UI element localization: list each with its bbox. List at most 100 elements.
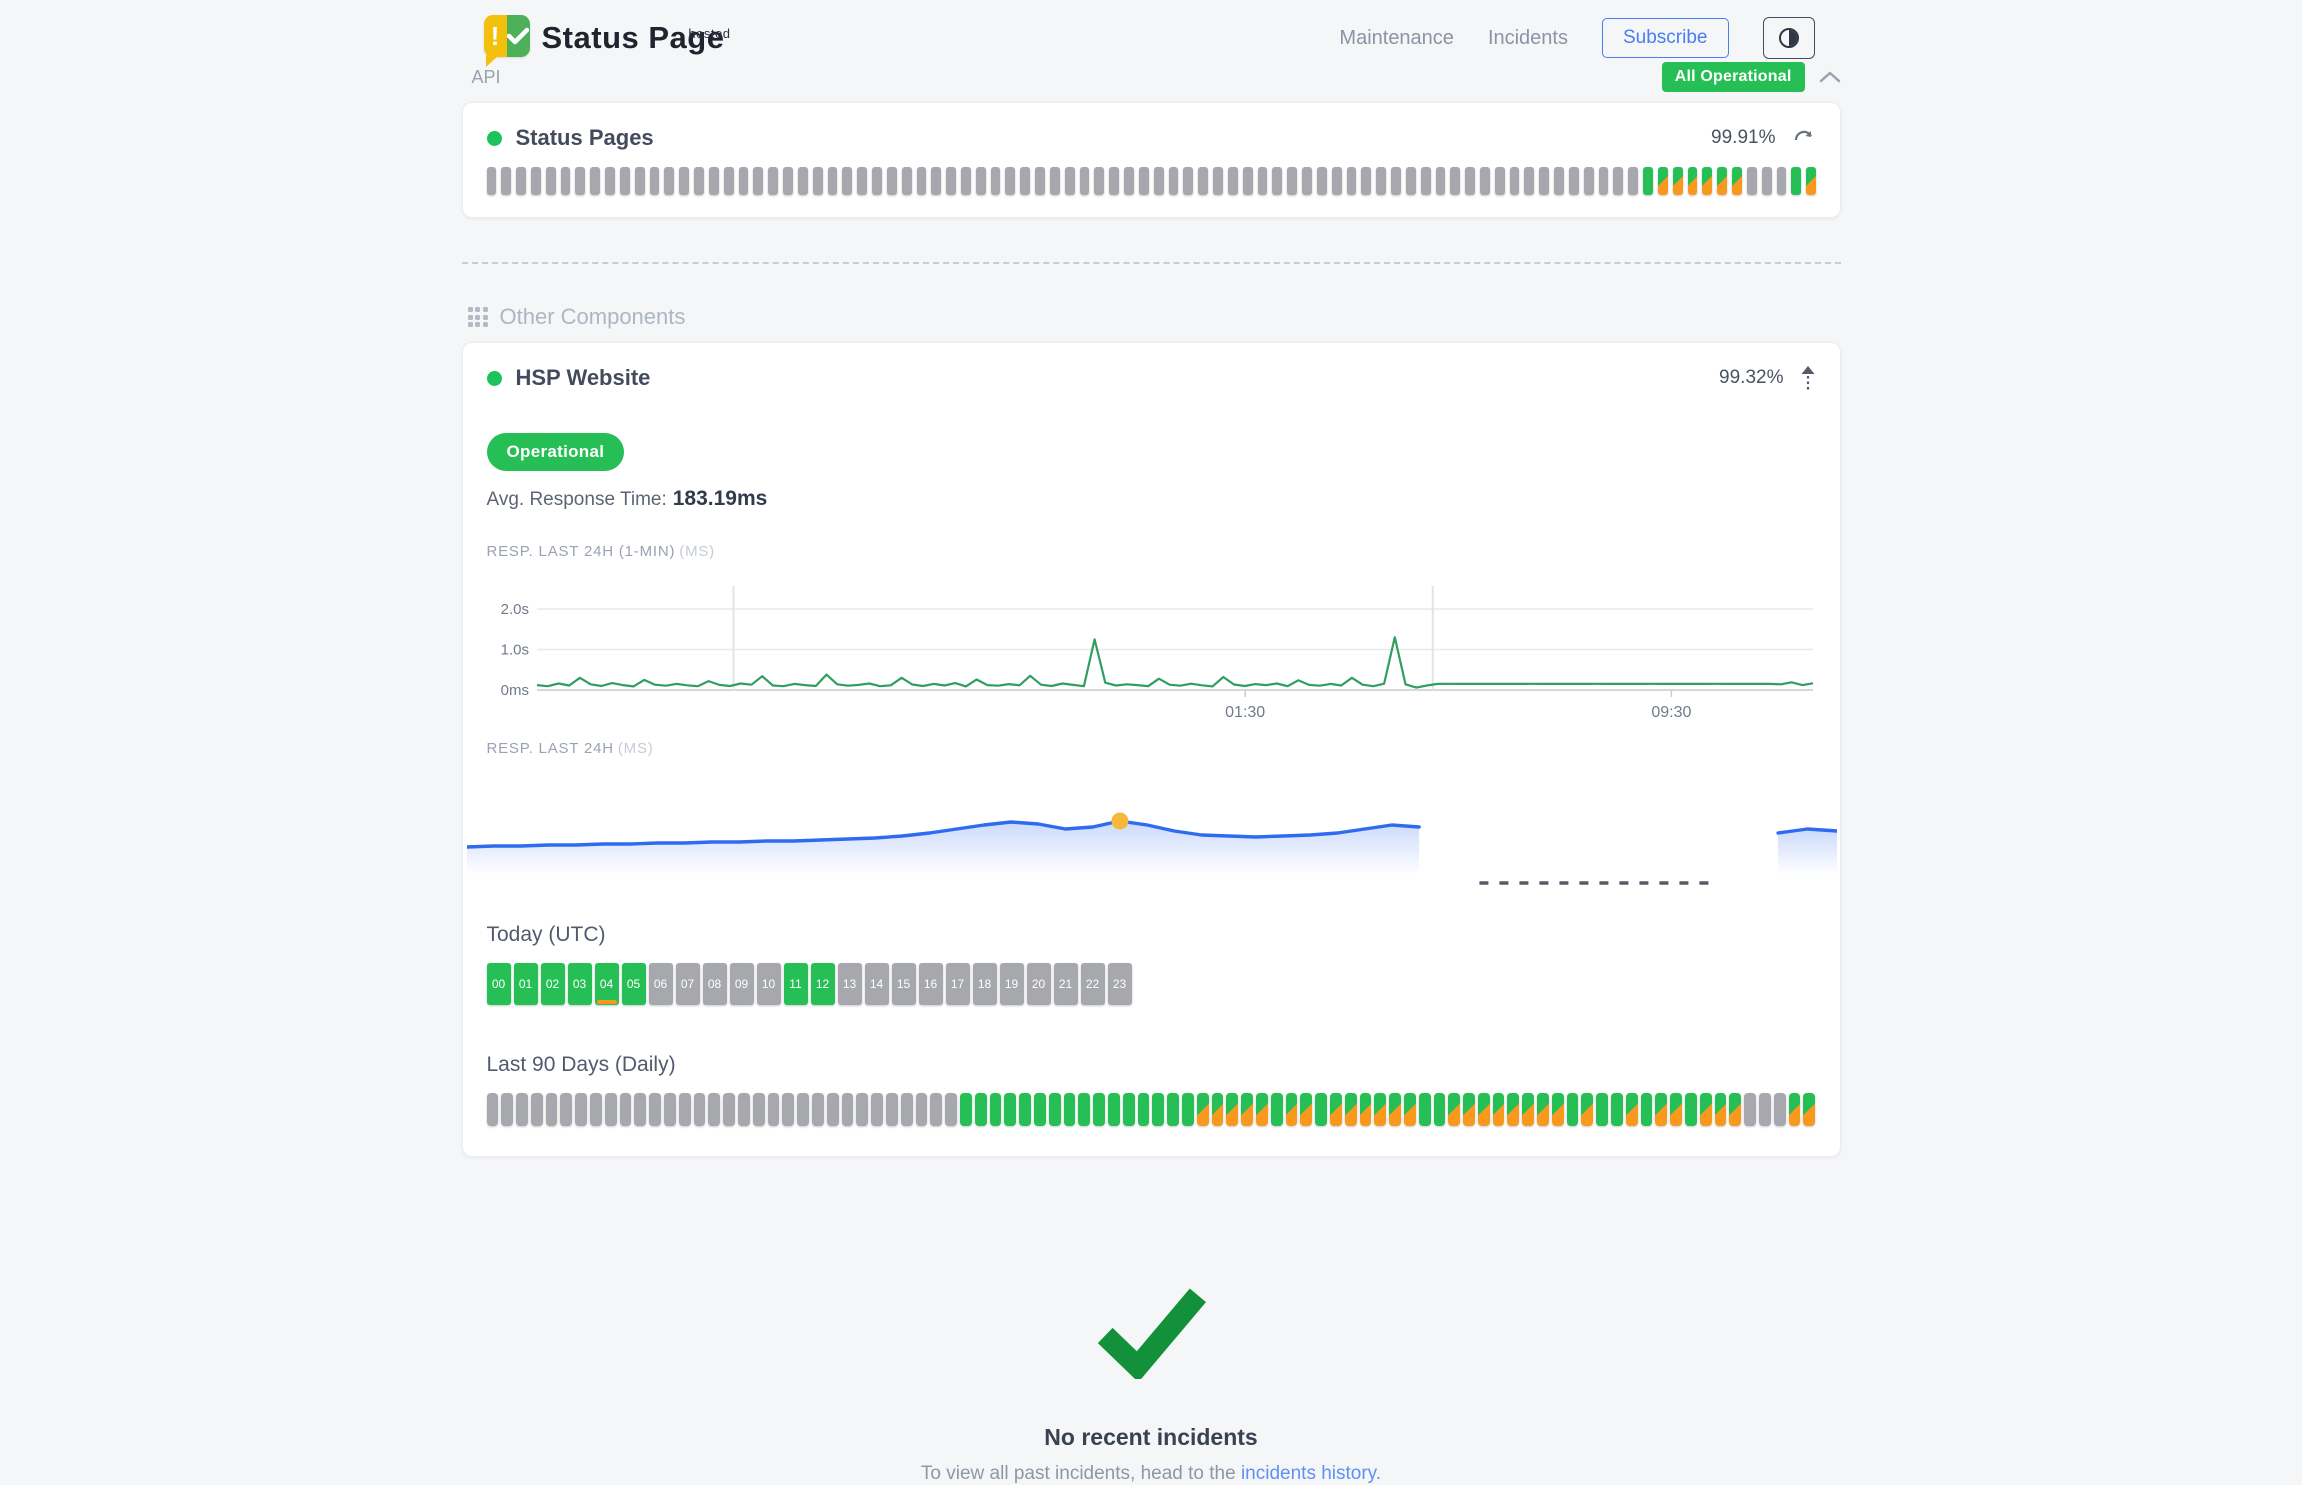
uptime-bar[interactable]	[1628, 167, 1639, 195]
hour-cell[interactable]: 14	[864, 963, 889, 1005]
uptime-bar[interactable]	[1019, 1093, 1031, 1126]
uptime-bar[interactable]	[708, 167, 719, 195]
uptime-bar[interactable]	[930, 1093, 943, 1126]
uptime-bar[interactable]	[1035, 167, 1045, 195]
uptime-bar[interactable]	[708, 1093, 721, 1126]
hour-cell[interactable]: 21	[1053, 963, 1078, 1005]
uptime-bar[interactable]	[974, 1093, 987, 1126]
uptime-bar[interactable]	[486, 167, 497, 195]
uptime-bar[interactable]	[931, 167, 942, 195]
uptime-bar[interactable]	[1522, 1093, 1535, 1126]
uptime-bar[interactable]	[753, 167, 764, 195]
uptime-bar[interactable]	[1744, 1093, 1757, 1126]
uptime-bar[interactable]	[1093, 1093, 1105, 1126]
uptime-bar[interactable]	[664, 1093, 676, 1126]
uptime-bar[interactable]	[723, 1093, 736, 1126]
uptime-bar[interactable]	[1492, 1093, 1505, 1126]
uptime-bar[interactable]	[916, 167, 927, 195]
uptime-bar[interactable]	[1285, 1093, 1298, 1126]
uptime-bar[interactable]	[1374, 1093, 1387, 1126]
hour-cell[interactable]: 10	[756, 963, 781, 1005]
uptime-bar[interactable]	[1241, 1093, 1253, 1126]
uptime-bar[interactable]	[649, 1093, 662, 1126]
uptime-bar[interactable]	[1420, 167, 1431, 195]
uptime-bar[interactable]	[1776, 167, 1787, 195]
uptime-bar[interactable]	[1167, 1093, 1179, 1126]
uptime-bar[interactable]	[886, 1093, 898, 1126]
uptime-bar[interactable]	[694, 167, 704, 195]
uptime-bar[interactable]	[1568, 167, 1579, 195]
uptime-bar[interactable]	[946, 167, 956, 195]
uptime-bar[interactable]	[1539, 167, 1550, 195]
uptime-bar[interactable]	[501, 1093, 514, 1126]
uptime-bar[interactable]	[915, 1093, 928, 1126]
uptime-bar[interactable]	[486, 1093, 499, 1126]
uptime-bar[interactable]	[1732, 167, 1742, 195]
uptime-bar[interactable]	[1329, 1093, 1342, 1126]
hour-cell[interactable]: 11	[783, 963, 808, 1005]
uptime-bar[interactable]	[975, 167, 986, 195]
uptime-bar[interactable]	[1655, 1093, 1668, 1126]
uptime-bar[interactable]	[516, 1093, 528, 1126]
hour-cell[interactable]: 03	[567, 963, 592, 1005]
uptime-bar[interactable]	[1524, 167, 1535, 195]
uptime-bar[interactable]	[872, 167, 882, 195]
uptime-bar[interactable]	[1687, 167, 1698, 195]
uptime-bar[interactable]	[945, 1093, 957, 1126]
uptime-bar[interactable]	[619, 1093, 632, 1126]
uptime-bar[interactable]	[826, 1093, 839, 1126]
hour-cell[interactable]: 05	[621, 963, 646, 1005]
uptime-bar[interactable]	[1463, 1093, 1475, 1126]
uptime-bar[interactable]	[901, 167, 912, 195]
uptime-bar[interactable]	[738, 1093, 750, 1126]
hour-cell[interactable]: 16	[918, 963, 943, 1005]
uptime-bar[interactable]	[1702, 167, 1713, 195]
nav-maintenance[interactable]: Maintenance	[1339, 26, 1454, 49]
response-time-area-chart[interactable]	[466, 785, 1837, 897]
uptime-bar[interactable]	[1685, 1093, 1697, 1126]
uptime-bar[interactable]	[1643, 167, 1653, 195]
uptime-bar[interactable]	[1004, 1093, 1017, 1126]
uptime-bar[interactable]	[1405, 167, 1416, 195]
uptime-bar[interactable]	[1376, 167, 1387, 195]
uptime-bar[interactable]	[1122, 1093, 1135, 1126]
uptime-bar[interactable]	[560, 167, 571, 195]
uptime-bar[interactable]	[856, 1093, 869, 1126]
hour-cell[interactable]: 18	[972, 963, 997, 1005]
uptime-bar[interactable]	[1196, 1093, 1209, 1126]
uptime-bar[interactable]	[1433, 1093, 1446, 1126]
uptime-bar[interactable]	[1107, 1093, 1120, 1126]
uptime-bar[interactable]	[1033, 1093, 1046, 1126]
uptime-bar[interactable]	[1300, 1093, 1313, 1126]
uptime-bar[interactable]	[1537, 1093, 1549, 1126]
uptime-bar[interactable]	[1257, 167, 1268, 195]
uptime-bar[interactable]	[1331, 167, 1342, 195]
uptime-bar[interactable]	[1714, 1093, 1727, 1126]
response-time-line-chart[interactable]: 0ms 1.0s 2.0s 01:30 09:30	[487, 572, 1817, 722]
uptime-bar[interactable]	[1640, 1093, 1653, 1126]
hour-cell[interactable]: 23	[1107, 963, 1132, 1005]
highlight-dot[interactable]	[1110, 812, 1128, 830]
uptime-bar[interactable]	[1729, 1093, 1742, 1126]
uptime-bar[interactable]	[1479, 167, 1490, 195]
uptime-bar[interactable]	[604, 1093, 617, 1126]
uptime-bar[interactable]	[634, 167, 645, 195]
uptime-bar[interactable]	[1346, 167, 1357, 195]
uptime-bar[interactable]	[1803, 1093, 1816, 1126]
uptime-bar[interactable]	[664, 167, 675, 195]
uptime-bar[interactable]	[1435, 167, 1446, 195]
uptime-bar[interactable]	[1507, 1093, 1520, 1126]
refresh-icon[interactable]	[1792, 127, 1816, 149]
uptime-bar[interactable]	[797, 1093, 810, 1126]
hour-cell[interactable]: 20	[1026, 963, 1051, 1005]
uptime-bar[interactable]	[1391, 167, 1401, 195]
hour-cell[interactable]: 19	[999, 963, 1024, 1005]
uptime-bar[interactable]	[738, 167, 749, 195]
arrow-up-icon[interactable]	[1800, 365, 1816, 391]
uptime-bar[interactable]	[605, 167, 615, 195]
uptime-bar[interactable]	[1124, 167, 1134, 195]
uptime-bar[interactable]	[1583, 167, 1594, 195]
uptime-bar[interactable]	[1198, 167, 1209, 195]
uptime-bar[interactable]	[1598, 167, 1609, 195]
uptime-bar[interactable]	[783, 167, 793, 195]
